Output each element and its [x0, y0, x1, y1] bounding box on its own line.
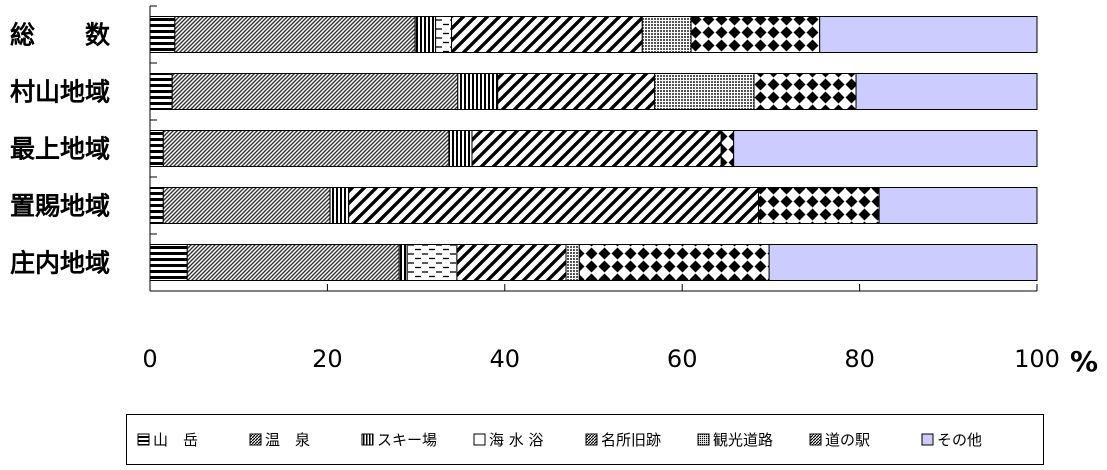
bar-segment: [406, 244, 458, 281]
legend-swatch: [361, 433, 374, 446]
bar-segment: [456, 244, 567, 281]
x-tick-label: 80: [844, 345, 875, 373]
x-tick-label: 20: [312, 345, 343, 373]
category-label: 村山地域: [10, 78, 110, 107]
bar-segment: [457, 73, 499, 110]
legend-label: 観光道路: [713, 431, 773, 449]
bar-segment: [149, 73, 173, 110]
bar-segment: [497, 73, 656, 110]
bar-segment: [186, 244, 400, 281]
bar-segment: [329, 187, 350, 224]
bar-segment: [471, 130, 722, 167]
x-axis-unit: %: [1070, 345, 1098, 378]
x-tick-label: 40: [490, 345, 521, 373]
category-label: 庄内地域: [10, 249, 110, 278]
bar-segment: [855, 73, 1038, 110]
bar-segment: [768, 244, 1038, 281]
bar-segment: [578, 244, 770, 281]
bar-segment: [819, 16, 1038, 53]
bar-segment: [162, 187, 331, 224]
legend-swatch: [697, 433, 710, 446]
legend-label: 山 岳: [153, 431, 198, 449]
bar-segment: [753, 73, 857, 110]
bar-segment: [448, 130, 473, 167]
bar-segment: [162, 130, 450, 167]
legend-swatch: [585, 433, 598, 446]
legend-label: 名所旧跡: [601, 431, 661, 449]
category-label: 最上地域: [10, 135, 110, 164]
bar-segment: [654, 73, 755, 110]
legend-label: 温 泉: [265, 431, 310, 449]
legend-label: 海 水 浴: [489, 431, 544, 449]
bar-segment: [878, 187, 1038, 224]
bar-segment: [451, 16, 643, 53]
x-tick-label: 60: [667, 345, 698, 373]
bar-segment: [149, 16, 176, 53]
legend-swatch: [473, 433, 486, 446]
legend-label: 道の駅: [825, 431, 870, 449]
legend-swatch: [249, 433, 262, 446]
x-tick-label: 100: [1014, 345, 1060, 373]
x-tick-label: 0: [142, 345, 157, 373]
bar-segment: [149, 130, 164, 167]
legend-swatch: [809, 433, 822, 446]
category-label: 置賜地域: [10, 192, 110, 221]
legend-box: [126, 414, 1044, 465]
legend-swatch: [921, 433, 934, 446]
legend: 山 岳 温 泉 スキー場 海 水 浴 名所旧跡 観光道路 道の駅 その他: [126, 414, 1044, 465]
legend-label: その他: [937, 431, 982, 449]
legend-swatch: [137, 433, 150, 446]
legend-label: スキー場: [377, 431, 437, 449]
bar-segment: [149, 244, 188, 281]
bar-segment: [757, 187, 880, 224]
bar-segment: [641, 16, 692, 53]
bar-segment: [398, 244, 408, 281]
bar-segment: [690, 16, 821, 53]
bar-segment: [720, 130, 735, 167]
bar-segment: [174, 16, 416, 53]
bar-segment: [171, 73, 459, 110]
bars-layer: [149, 16, 1038, 281]
bar-segment: [414, 16, 437, 53]
bar-segment: [149, 187, 164, 224]
bar-segment: [565, 244, 580, 281]
bar-segment: [733, 130, 1038, 167]
bar-segment: [435, 16, 453, 53]
category-label: 総 数: [10, 21, 111, 50]
bar-segment: [348, 187, 759, 224]
